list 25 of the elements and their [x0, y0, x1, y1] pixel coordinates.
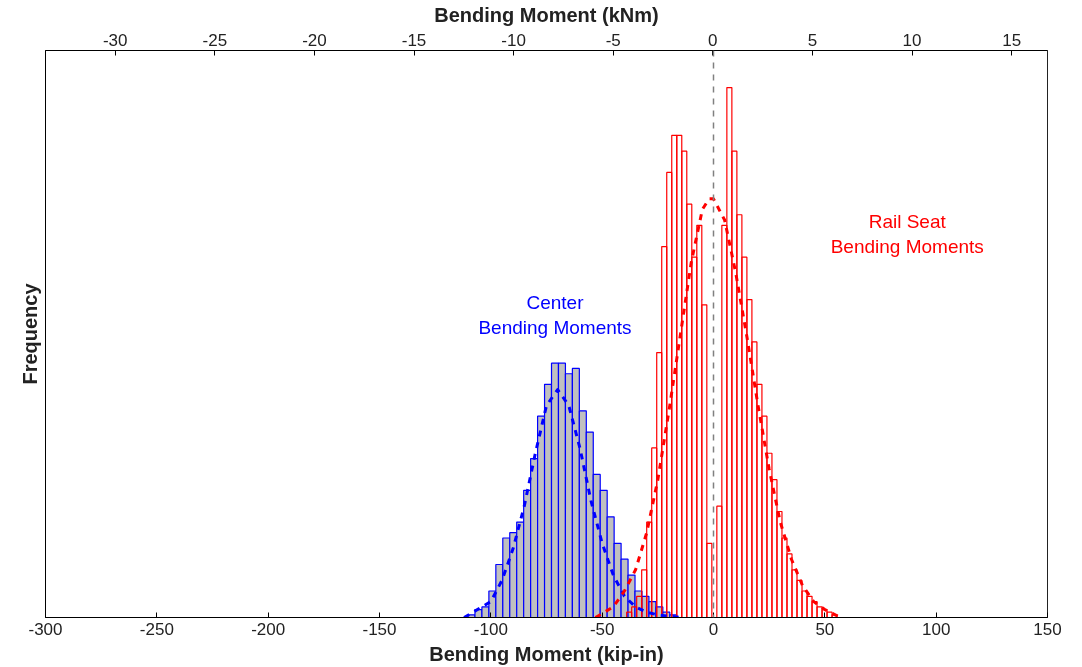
- text: Center Bending Moments: [478, 291, 632, 338]
- x-tick-label: 50: [815, 619, 835, 639]
- x-tick-label: -300: [28, 619, 63, 639]
- x2-tick-label: -15: [401, 30, 427, 50]
- x2-tick-label: -25: [202, 30, 228, 50]
- x2-tick-label: 0: [708, 30, 718, 50]
- x2-tick-label: -5: [605, 30, 621, 50]
- x-tick-label: -100: [473, 619, 508, 639]
- x2-tick-label: -30: [102, 30, 128, 50]
- x-tick-label: -50: [589, 619, 615, 639]
- x-tick-label: 150: [1033, 619, 1062, 639]
- x-tick-label: -200: [251, 619, 286, 639]
- x2-tick-label: 10: [902, 30, 922, 50]
- x-tick-label: -250: [139, 619, 174, 639]
- x-tick-label: 0: [708, 619, 719, 639]
- x-axis-title: Bending Moment (kip-in): [429, 642, 664, 665]
- x2-tick-label: -10: [501, 30, 526, 50]
- x2-tick-label: 5: [807, 30, 818, 50]
- x-tick-label: -150: [362, 619, 397, 639]
- x-tick-label: 100: [921, 619, 951, 639]
- x2-axis-title: Bending Moment (kNm): [434, 3, 659, 26]
- text: Rail Seat Bending Moments: [830, 210, 984, 258]
- x2-tick-label: 15: [1002, 30, 1022, 50]
- y-axis-title: Frequency: [18, 282, 41, 385]
- x2-tick-label: -20: [302, 30, 327, 50]
